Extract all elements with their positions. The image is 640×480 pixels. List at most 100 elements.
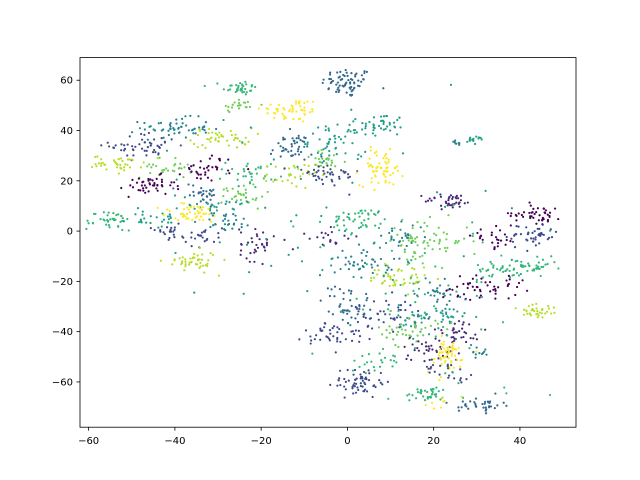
data-point <box>372 116 376 119</box>
data-point <box>344 338 347 341</box>
data-point <box>380 119 384 122</box>
data-point <box>187 183 190 186</box>
data-point <box>114 161 118 165</box>
data-point <box>200 209 204 212</box>
data-point <box>393 227 396 230</box>
data-point <box>384 313 387 316</box>
data-point <box>432 232 436 235</box>
data-point <box>362 370 366 374</box>
data-point <box>404 294 407 297</box>
data-point <box>109 218 112 221</box>
data-point <box>384 127 387 130</box>
data-point <box>459 379 462 382</box>
data-point <box>363 261 367 265</box>
data-point <box>354 305 357 309</box>
data-point <box>357 79 360 82</box>
data-point <box>188 261 191 264</box>
data-point <box>348 175 351 178</box>
data-point <box>355 171 358 174</box>
data-point <box>378 352 381 355</box>
data-point <box>162 136 165 139</box>
data-point <box>343 84 347 87</box>
data-point <box>445 201 448 205</box>
data-point <box>423 239 426 243</box>
data-point <box>249 89 252 92</box>
data-point <box>250 175 253 178</box>
data-point <box>366 296 369 300</box>
data-point <box>328 294 331 298</box>
data-point <box>420 194 423 198</box>
data-point <box>139 218 142 221</box>
data-point <box>472 240 475 243</box>
data-point <box>207 164 210 168</box>
data-point <box>237 185 240 188</box>
data-point <box>175 118 178 121</box>
data-point <box>379 127 383 130</box>
data-point <box>368 120 371 124</box>
data-point <box>474 356 477 359</box>
data-point <box>192 132 195 135</box>
data-point <box>318 274 322 277</box>
data-point <box>455 201 458 204</box>
data-point <box>349 130 352 133</box>
data-point <box>420 342 424 346</box>
data-point <box>333 271 336 274</box>
data-point <box>102 211 105 214</box>
data-point <box>546 238 549 241</box>
data-point <box>179 212 183 216</box>
data-point <box>156 184 159 187</box>
data-point <box>505 404 508 407</box>
data-point <box>344 68 347 72</box>
data-point <box>228 110 231 114</box>
data-point <box>200 234 203 237</box>
data-point <box>333 184 336 187</box>
data-point <box>235 146 239 149</box>
data-point <box>537 219 540 222</box>
data-point <box>370 263 373 266</box>
data-point <box>377 124 381 128</box>
data-point <box>298 338 301 341</box>
data-point <box>515 219 518 222</box>
data-point <box>401 239 405 242</box>
data-point <box>128 158 131 161</box>
data-point <box>94 162 97 166</box>
data-point <box>194 216 197 219</box>
data-point <box>166 169 170 172</box>
data-point <box>401 152 405 155</box>
data-point <box>547 307 551 310</box>
data-point <box>175 178 178 181</box>
data-point <box>203 230 206 234</box>
data-point <box>346 368 349 372</box>
data-point <box>312 174 315 178</box>
data-point <box>417 309 420 313</box>
data-point <box>533 230 536 233</box>
data-point <box>351 89 354 92</box>
data-point <box>388 284 391 288</box>
data-point <box>476 286 479 289</box>
data-point <box>475 338 478 341</box>
data-point <box>336 256 340 259</box>
data-point <box>512 268 515 271</box>
data-point <box>410 274 414 277</box>
data-point <box>361 354 364 358</box>
data-point <box>377 210 380 213</box>
data-point <box>370 181 373 184</box>
data-point <box>195 215 199 218</box>
data-point <box>297 134 300 137</box>
data-point <box>357 243 361 246</box>
data-point <box>245 257 248 260</box>
data-point <box>441 312 444 315</box>
data-point <box>442 343 445 346</box>
data-point <box>481 402 484 406</box>
data-point <box>382 275 385 278</box>
data-point <box>206 264 209 268</box>
data-point <box>199 160 202 163</box>
data-point <box>383 170 386 173</box>
data-point <box>323 172 326 175</box>
data-point <box>438 242 441 245</box>
data-point <box>399 126 402 129</box>
data-point <box>248 260 251 263</box>
data-point <box>284 116 287 119</box>
data-point <box>224 161 227 164</box>
data-point <box>413 349 416 352</box>
